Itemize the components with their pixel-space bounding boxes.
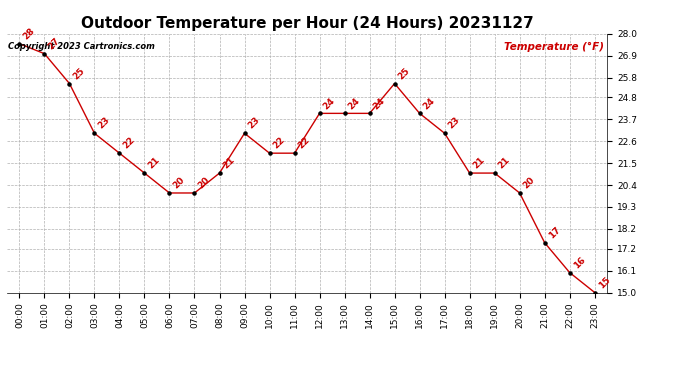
Point xyxy=(239,130,250,136)
Point xyxy=(464,170,475,176)
Text: 25: 25 xyxy=(72,66,87,81)
Point xyxy=(439,130,450,136)
Title: Outdoor Temperature per Hour (24 Hours) 20231127: Outdoor Temperature per Hour (24 Hours) … xyxy=(81,16,533,31)
Point xyxy=(289,150,300,156)
Text: 23: 23 xyxy=(97,116,112,131)
Text: 21: 21 xyxy=(472,156,487,171)
Point xyxy=(214,170,225,176)
Text: 15: 15 xyxy=(597,275,612,290)
Text: 24: 24 xyxy=(422,96,437,111)
Text: 16: 16 xyxy=(572,255,587,270)
Point xyxy=(489,170,500,176)
Text: Copyright 2023 Cartronics.com: Copyright 2023 Cartronics.com xyxy=(8,42,155,51)
Point xyxy=(389,81,400,87)
Point xyxy=(314,110,325,116)
Text: 25: 25 xyxy=(397,66,412,81)
Text: 20: 20 xyxy=(522,176,537,190)
Text: 23: 23 xyxy=(246,116,262,131)
Point xyxy=(264,150,275,156)
Text: 28: 28 xyxy=(21,26,37,41)
Point xyxy=(564,270,575,276)
Text: 27: 27 xyxy=(46,36,61,51)
Text: 24: 24 xyxy=(346,96,362,111)
Text: 22: 22 xyxy=(297,136,312,151)
Text: 22: 22 xyxy=(121,136,137,151)
Point xyxy=(114,150,125,156)
Point xyxy=(64,81,75,87)
Text: 21: 21 xyxy=(146,156,161,171)
Text: 21: 21 xyxy=(221,156,237,171)
Text: 17: 17 xyxy=(546,225,562,240)
Point xyxy=(89,130,100,136)
Point xyxy=(139,170,150,176)
Text: 23: 23 xyxy=(446,116,462,131)
Point xyxy=(14,41,25,47)
Point xyxy=(539,240,550,246)
Text: 22: 22 xyxy=(272,136,287,151)
Point xyxy=(414,110,425,116)
Text: Temperature (°F): Temperature (°F) xyxy=(504,42,604,52)
Point xyxy=(39,51,50,57)
Text: 24: 24 xyxy=(372,96,387,111)
Point xyxy=(189,190,200,196)
Text: 24: 24 xyxy=(322,96,337,111)
Point xyxy=(514,190,525,196)
Point xyxy=(339,110,350,116)
Point xyxy=(364,110,375,116)
Text: 20: 20 xyxy=(172,176,186,190)
Point xyxy=(164,190,175,196)
Point xyxy=(589,290,600,296)
Text: 20: 20 xyxy=(197,176,212,190)
Text: 21: 21 xyxy=(497,156,512,171)
